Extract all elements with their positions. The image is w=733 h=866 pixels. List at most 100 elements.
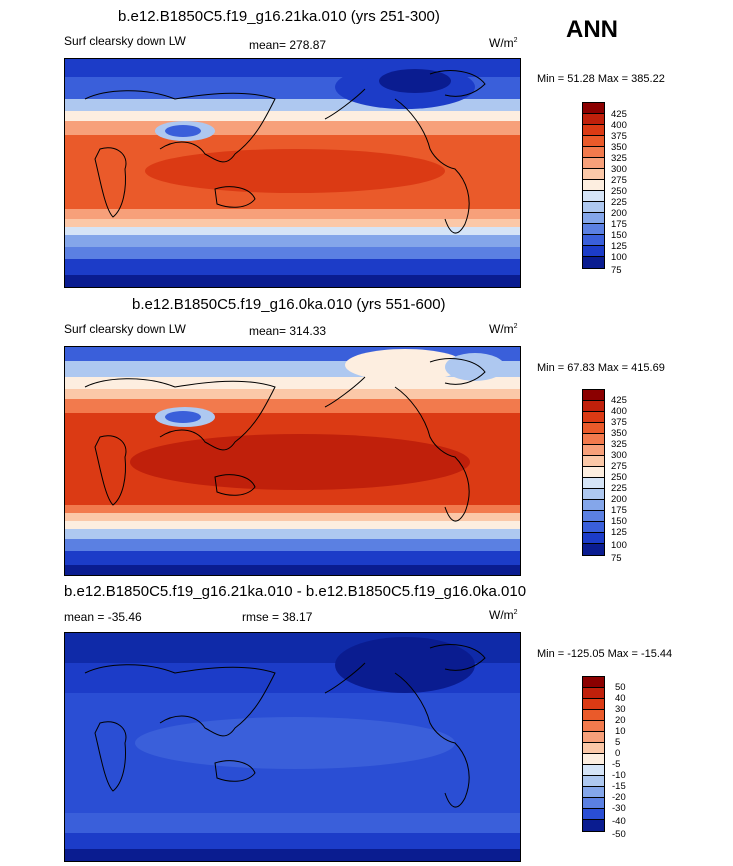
panel3-tick: -40: [612, 816, 626, 827]
panel1-tick: 325: [611, 153, 627, 164]
panel2-tick: 425: [611, 395, 627, 406]
panel1-swatch: [583, 114, 604, 125]
panel3-swatch: [583, 765, 604, 776]
panel1-tick: 425: [611, 109, 627, 120]
panel1-tick: 150: [611, 230, 627, 241]
panel3-swatch: [583, 787, 604, 798]
panel3-tick: 0: [615, 748, 621, 759]
panel1-map: [64, 58, 521, 288]
panel3-tick: -30: [612, 803, 626, 814]
panel2-swatch: [583, 467, 604, 478]
panel2-tick: 350: [611, 428, 627, 439]
panel3-swatch: [583, 721, 604, 732]
panel1-swatch: [583, 213, 604, 224]
panel1-colorbar: [582, 102, 605, 269]
panel1-tick: 125: [611, 241, 627, 252]
panel1-swatch: [583, 191, 604, 202]
panel2-swatch: [583, 489, 604, 500]
panel1-swatch: [583, 180, 604, 191]
panel1-tick: 200: [611, 208, 627, 219]
panel2-tick: 200: [611, 494, 627, 505]
panel3-units: W/m2: [489, 608, 518, 622]
panel3-tick: 5: [615, 737, 621, 748]
panel2-tick: 250: [611, 472, 627, 483]
panel3-swatch: [583, 688, 604, 699]
panel1-tick: 300: [611, 164, 627, 175]
panel2-title: b.e12.B1850C5.f19_g16.0ka.010 (yrs 551-6…: [132, 296, 446, 313]
panel2-swatch: [583, 511, 604, 522]
panel1-tick: 100: [611, 252, 627, 263]
panel3-tick: -15: [612, 781, 626, 792]
panel2-swatch: [583, 544, 604, 555]
panel2-tick: 275: [611, 461, 627, 472]
panel1-variable-label: Surf clearsky down LW: [64, 34, 186, 48]
panel2-tick: 75: [611, 553, 622, 564]
panel2-swatch: [583, 522, 604, 533]
panel2-tick: 100: [611, 540, 627, 551]
panel2-minmax: Min = 67.83 Max = 415.69: [537, 362, 665, 374]
panel3-swatch: [583, 743, 604, 754]
panel2-tick: 175: [611, 505, 627, 516]
panel1-minmax: Min = 51.28 Max = 385.22: [537, 73, 665, 85]
panel3-tick: 40: [615, 693, 626, 704]
panel2-swatch: [583, 390, 604, 401]
panel2-map: [64, 346, 521, 576]
panel2-swatch: [583, 412, 604, 423]
panel3-tick: -10: [612, 770, 626, 781]
panel2-swatch: [583, 500, 604, 511]
panel3-tick: 10: [615, 726, 626, 737]
panel1-swatch: [583, 169, 604, 180]
panel3-tick: -50: [612, 829, 626, 840]
panel2-tick: 125: [611, 527, 627, 538]
panel3-tick: -20: [612, 792, 626, 803]
panel3-mean-label: mean = -35.46: [64, 610, 142, 624]
panel1-swatch: [583, 235, 604, 246]
panel2-tick: 325: [611, 439, 627, 450]
panel2-colorbar: [582, 389, 605, 556]
panel2-variable-label: Surf clearsky down LW: [64, 322, 186, 336]
panel1-units: W/m2: [489, 36, 518, 50]
season-label: ANN: [566, 16, 618, 43]
panel1-tick: 350: [611, 142, 627, 153]
panel1-swatch: [583, 257, 604, 268]
panel3-tick: 50: [615, 682, 626, 693]
panel3-swatch: [583, 820, 604, 831]
panel2-tick: 400: [611, 406, 627, 417]
panel2-swatch: [583, 533, 604, 544]
panel1-swatch: [583, 158, 604, 169]
panel2-tick: 225: [611, 483, 627, 494]
panel1-tick: 75: [611, 265, 622, 276]
panel1-swatch: [583, 246, 604, 257]
panel3-swatch: [583, 710, 604, 721]
panel1-swatch: [583, 224, 604, 235]
panel1-title: b.e12.B1850C5.f19_g16.21ka.010 (yrs 251-…: [118, 8, 440, 25]
panel1-swatch: [583, 136, 604, 147]
panel1-swatch: [583, 202, 604, 213]
panel1-swatch: [583, 103, 604, 114]
panel2-swatch: [583, 445, 604, 456]
panel1-tick: 225: [611, 197, 627, 208]
panel2-tick: 375: [611, 417, 627, 428]
panel1-tick: 400: [611, 120, 627, 131]
panel3-tick: 30: [615, 704, 626, 715]
panel3-tick: 20: [615, 715, 626, 726]
panel1-tick: 375: [611, 131, 627, 142]
panel2-tick: 300: [611, 450, 627, 461]
panel1-swatch: [583, 147, 604, 158]
panel2-swatch: [583, 401, 604, 412]
panel3-rmse-label: rmse = 38.17: [242, 610, 313, 624]
panel2-swatch: [583, 423, 604, 434]
panel3-swatch: [583, 754, 604, 765]
panel2-swatch: [583, 478, 604, 489]
panel3-tick: -5: [612, 759, 621, 770]
panel1-mean-label: mean= 278.87: [249, 38, 327, 52]
panel3-swatch: [583, 798, 604, 809]
panel2-mean-label: mean= 314.33: [249, 324, 327, 338]
panel1-tick: 175: [611, 219, 627, 230]
panel2-swatch: [583, 456, 604, 467]
panel2-swatch: [583, 434, 604, 445]
panel2-tick: 150: [611, 516, 627, 527]
panel3-swatch: [583, 699, 604, 710]
panel1-tick: 275: [611, 175, 627, 186]
panel3-minmax: Min = -125.05 Max = -15.44: [537, 648, 673, 660]
